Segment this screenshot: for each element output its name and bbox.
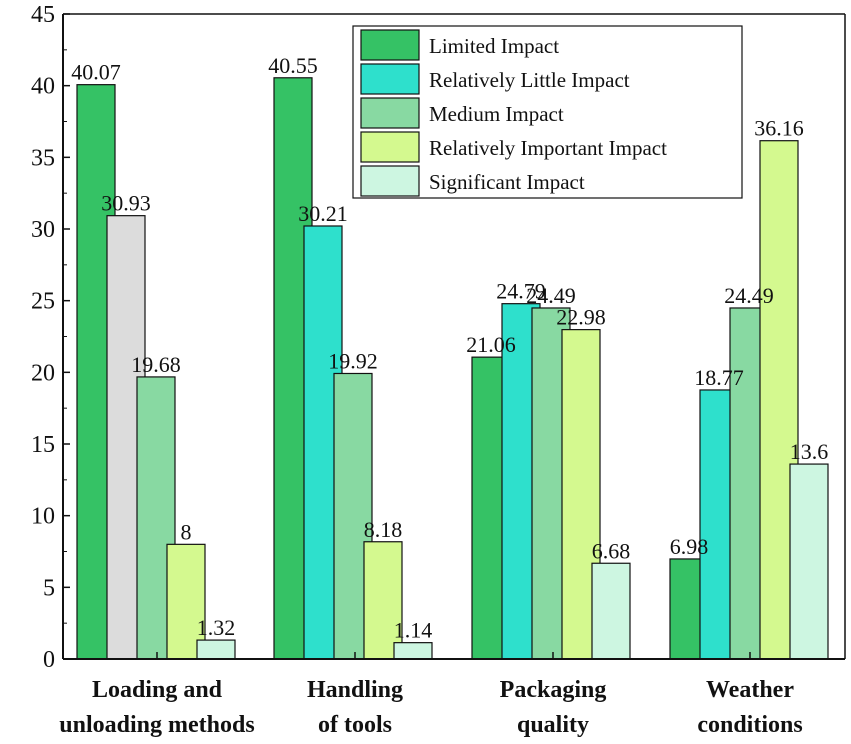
x-category-label: conditions bbox=[697, 712, 802, 738]
x-category-label: unloading methods bbox=[59, 712, 254, 738]
x-category-label: of tools bbox=[318, 712, 392, 738]
data-label: 21.06 bbox=[466, 332, 516, 357]
y-tick-label: 0 bbox=[43, 647, 55, 673]
y-tick-label: 35 bbox=[31, 145, 55, 171]
data-label: 24.49 bbox=[526, 283, 576, 308]
x-category-label: Weather bbox=[706, 677, 794, 703]
data-label: 30.93 bbox=[101, 191, 151, 216]
data-label: 19.92 bbox=[328, 348, 378, 373]
data-label: 36.16 bbox=[754, 116, 804, 141]
data-label: 22.98 bbox=[556, 305, 606, 330]
data-label: 8.18 bbox=[364, 517, 403, 542]
bars-layer bbox=[76, 77, 829, 660]
legend-swatch bbox=[360, 131, 420, 163]
data-label: 24.79 bbox=[496, 279, 546, 304]
data-label: 8 bbox=[181, 519, 192, 544]
legend-swatch bbox=[360, 97, 420, 129]
y-tick-label: 40 bbox=[31, 74, 55, 100]
bar-relatively-important-impact-1 bbox=[363, 541, 403, 660]
y-tick-label: 15 bbox=[31, 432, 55, 458]
bar-significant-impact-3 bbox=[789, 463, 829, 660]
data-label: 6.68 bbox=[592, 538, 631, 563]
data-label: 40.55 bbox=[268, 53, 318, 78]
data-label: 24.49 bbox=[724, 283, 774, 308]
data-labels-layer: 40.07 40.55 21.06 6.98 30.93 30.21 24.79 18.77 1… bbox=[71, 53, 828, 643]
legend-swatch bbox=[360, 63, 420, 95]
bar-significant-impact-2 bbox=[591, 562, 631, 660]
x-category-label: Packaging bbox=[500, 677, 607, 703]
y-tick-label: 30 bbox=[31, 217, 55, 243]
x-category-label: Loading and bbox=[92, 677, 223, 703]
data-label: 13.6 bbox=[790, 439, 829, 464]
data-label: 1.32 bbox=[197, 615, 236, 640]
data-label: 1.14 bbox=[394, 618, 433, 643]
data-label: 19.68 bbox=[131, 352, 181, 377]
data-label: 6.98 bbox=[670, 534, 709, 559]
bar-significant-impact-1 bbox=[393, 642, 433, 660]
data-label: 40.07 bbox=[71, 60, 121, 85]
data-label: 18.77 bbox=[694, 365, 744, 390]
data-label: 30.21 bbox=[298, 201, 348, 226]
legend-swatch bbox=[360, 165, 420, 197]
x-labels-layer: Loading and unloading methods Handling of t… bbox=[59, 652, 803, 738]
legend-label: Significant Impact bbox=[429, 170, 585, 194]
legend-label: Relatively Little Impact bbox=[429, 68, 630, 92]
legend-swatch bbox=[360, 29, 420, 61]
x-category-label: quality bbox=[517, 712, 589, 738]
legend-label: Medium Impact bbox=[429, 102, 564, 126]
legend: Limited Impact Relatively Little Impact Me… bbox=[352, 25, 743, 199]
bar-significant-impact-0 bbox=[196, 639, 236, 660]
y-tick-label: 25 bbox=[31, 289, 55, 315]
y-ticks-layer: 0 5 10 15 20 25 30 35 40 45 bbox=[31, 2, 70, 673]
legend-label: Limited Impact bbox=[429, 34, 559, 58]
y-tick-label: 10 bbox=[31, 504, 55, 530]
x-category-label: Handling bbox=[307, 677, 403, 703]
legend-label: Relatively Important Impact bbox=[429, 136, 667, 160]
y-tick-label: 20 bbox=[31, 360, 55, 386]
y-tick-label: 5 bbox=[43, 575, 55, 601]
y-tick-label: 45 bbox=[31, 2, 55, 28]
